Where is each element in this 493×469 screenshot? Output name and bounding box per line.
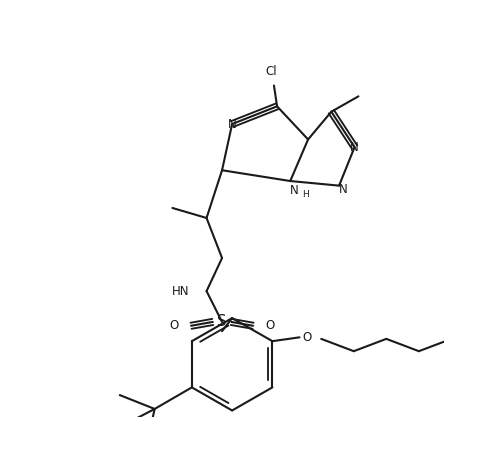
Text: H: H xyxy=(302,190,309,199)
Text: O: O xyxy=(170,319,178,332)
Text: N: N xyxy=(290,184,298,197)
Text: O: O xyxy=(265,319,275,332)
Text: Cl: Cl xyxy=(265,65,277,78)
Text: N: N xyxy=(228,118,237,130)
Text: O: O xyxy=(303,331,312,344)
Text: N: N xyxy=(339,183,348,196)
Text: N: N xyxy=(350,141,359,154)
Text: S: S xyxy=(217,314,227,329)
Text: HN: HN xyxy=(172,285,189,298)
